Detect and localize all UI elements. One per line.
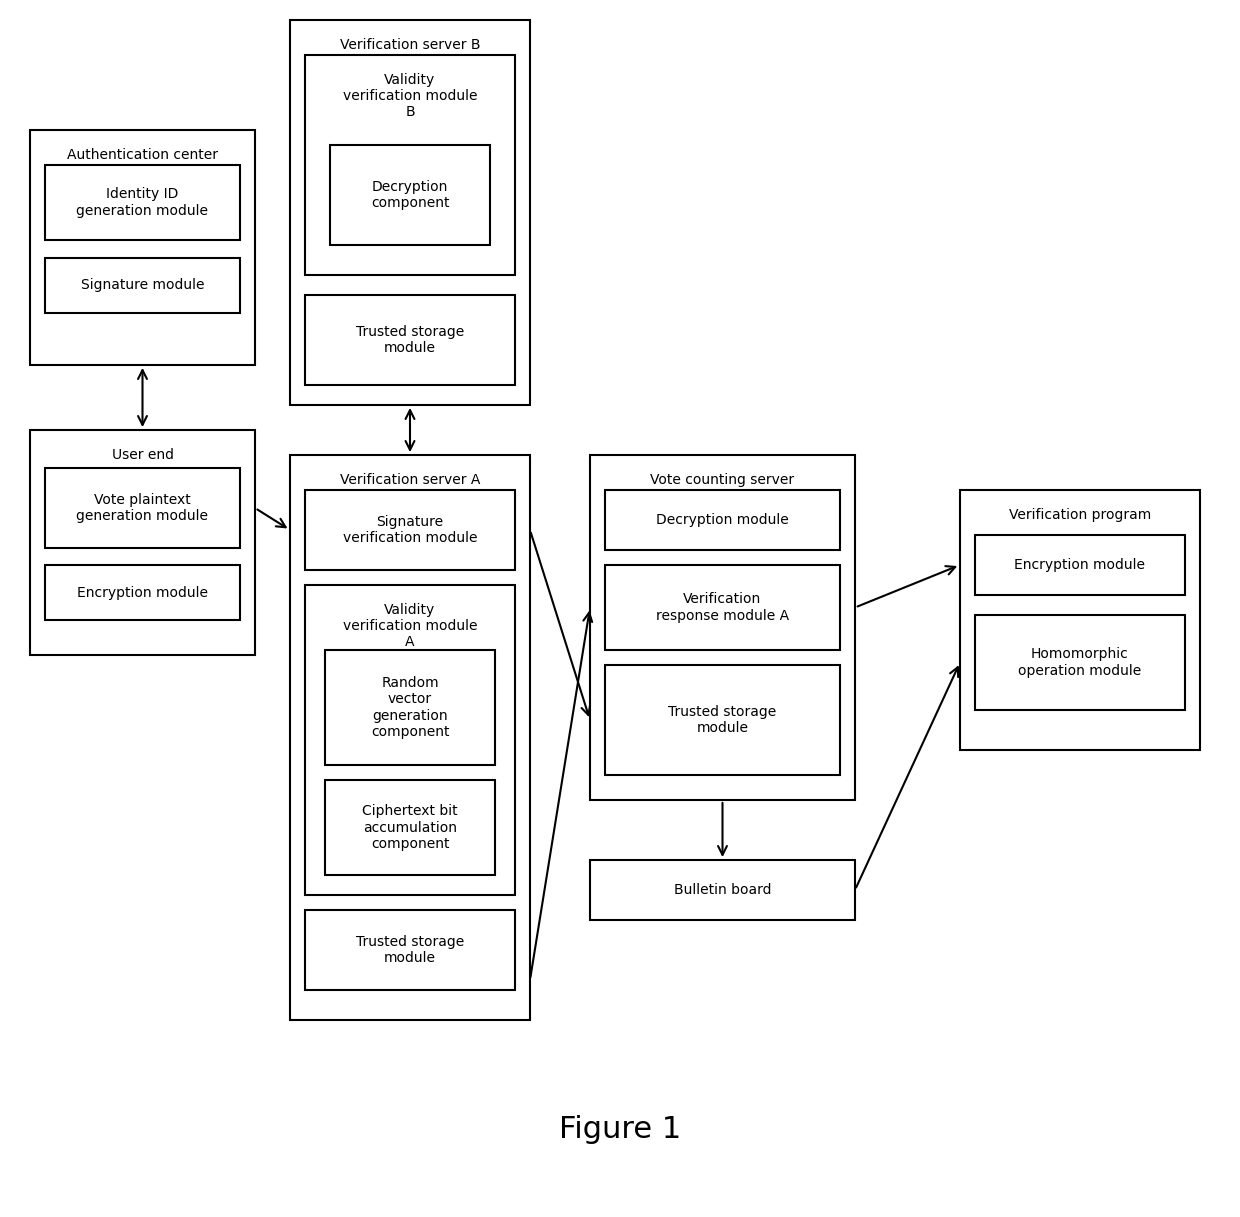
- Text: User end: User end: [112, 448, 174, 462]
- Text: Ciphertext bit
accumulation
component: Ciphertext bit accumulation component: [362, 804, 458, 851]
- Bar: [960, 490, 1200, 750]
- Bar: [305, 910, 515, 989]
- Text: Encryption module: Encryption module: [1014, 559, 1146, 572]
- Bar: [45, 565, 241, 619]
- Text: Bulletin board: Bulletin board: [673, 884, 771, 897]
- Text: Verification server A: Verification server A: [340, 473, 480, 487]
- Bar: [330, 145, 490, 245]
- Text: Decryption module: Decryption module: [656, 514, 789, 527]
- Text: Verification
response module A: Verification response module A: [656, 593, 789, 623]
- Text: Verification server B: Verification server B: [340, 38, 480, 52]
- Bar: [325, 650, 495, 765]
- Text: Authentication center: Authentication center: [67, 148, 218, 162]
- Bar: [290, 455, 529, 1020]
- Text: Validity
verification module
B: Validity verification module B: [342, 73, 477, 119]
- Text: Identity ID
generation module: Identity ID generation module: [77, 187, 208, 218]
- Bar: [305, 55, 515, 275]
- Bar: [605, 490, 839, 550]
- Text: Trusted storage
module: Trusted storage module: [356, 325, 464, 355]
- Text: Validity
verification module
A: Validity verification module A: [342, 602, 477, 650]
- Text: Encryption module: Encryption module: [77, 585, 208, 600]
- Bar: [305, 490, 515, 570]
- Bar: [590, 455, 856, 800]
- Bar: [30, 430, 255, 655]
- Text: Decryption
component: Decryption component: [371, 180, 449, 211]
- Bar: [605, 664, 839, 775]
- Text: Verification program: Verification program: [1009, 507, 1151, 522]
- Bar: [325, 780, 495, 875]
- Text: Trusted storage
module: Trusted storage module: [668, 705, 776, 735]
- Bar: [290, 19, 529, 405]
- Text: Signature module: Signature module: [81, 279, 205, 292]
- Text: Homomorphic
operation module: Homomorphic operation module: [1018, 647, 1142, 678]
- Bar: [30, 130, 255, 365]
- Text: Figure 1: Figure 1: [559, 1116, 681, 1144]
- Bar: [305, 295, 515, 385]
- Bar: [305, 585, 515, 894]
- Bar: [45, 258, 241, 313]
- Text: Signature
verification module: Signature verification module: [342, 515, 477, 545]
- Bar: [975, 615, 1185, 710]
- Bar: [590, 860, 856, 920]
- Text: Vote counting server: Vote counting server: [651, 473, 795, 487]
- Text: Trusted storage
module: Trusted storage module: [356, 935, 464, 965]
- Bar: [605, 565, 839, 650]
- Bar: [975, 535, 1185, 595]
- Bar: [45, 166, 241, 240]
- Bar: [45, 469, 241, 548]
- Text: Random
vector
generation
component: Random vector generation component: [371, 677, 449, 739]
- Text: Vote plaintext
generation module: Vote plaintext generation module: [77, 493, 208, 523]
